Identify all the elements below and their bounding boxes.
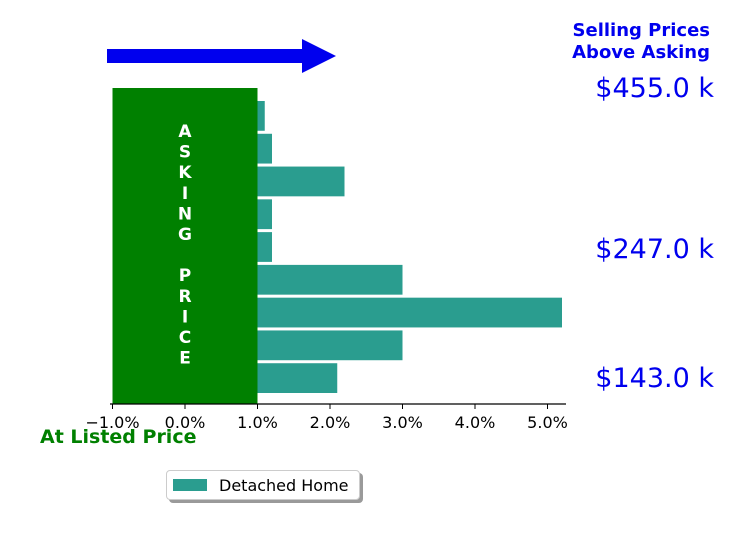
bar — [257, 101, 265, 131]
bar — [257, 297, 562, 328]
x-tick-label: 1.0% — [237, 413, 278, 432]
asking-price-letter: N — [178, 204, 192, 224]
x-tick-label: 0.0% — [165, 413, 206, 432]
asking-price-letter: I — [182, 184, 188, 204]
at-listed-price-label: At Listed Price — [40, 426, 197, 448]
selling-title-line1: Selling Prices — [572, 20, 710, 41]
asking-price-letter: G — [178, 225, 192, 245]
selling-title-line2: Above Asking — [572, 42, 710, 63]
bar — [257, 199, 272, 230]
x-tick-label: 4.0% — [455, 413, 496, 432]
bar — [257, 330, 403, 361]
x-tick-label: 5.0% — [527, 413, 568, 432]
asking-price-letter: R — [178, 287, 191, 307]
asking-price-letter: E — [179, 349, 191, 369]
bar — [257, 363, 338, 393]
asking-price-letter: I — [182, 307, 188, 327]
legend: Detached Home — [166, 470, 360, 500]
selling-prices-title: Selling Prices Above Asking — [470, 20, 710, 64]
legend-swatch — [173, 479, 207, 491]
asking-price-letter: P — [179, 266, 191, 286]
bar — [257, 232, 272, 262]
legend-label: Detached Home — [219, 475, 349, 495]
asking-price-letter: S — [179, 143, 191, 163]
right-arrow-icon — [107, 39, 336, 73]
asking-price-letter: K — [178, 163, 192, 183]
price-mid-label: $247.0 k — [595, 234, 714, 265]
x-tick-label: −1.0% — [85, 413, 139, 432]
asking-price-letter: A — [178, 122, 192, 142]
x-tick-label: 2.0% — [310, 413, 351, 432]
x-tick-label: 3.0% — [382, 413, 423, 432]
asking-price-box — [112, 88, 258, 404]
asking-price-letter: C — [179, 328, 191, 348]
bar — [257, 166, 345, 197]
bar — [257, 133, 272, 164]
price-high-label: $455.0 k — [595, 73, 714, 104]
price-low-label: $143.0 k — [595, 363, 714, 394]
bar — [257, 264, 403, 295]
